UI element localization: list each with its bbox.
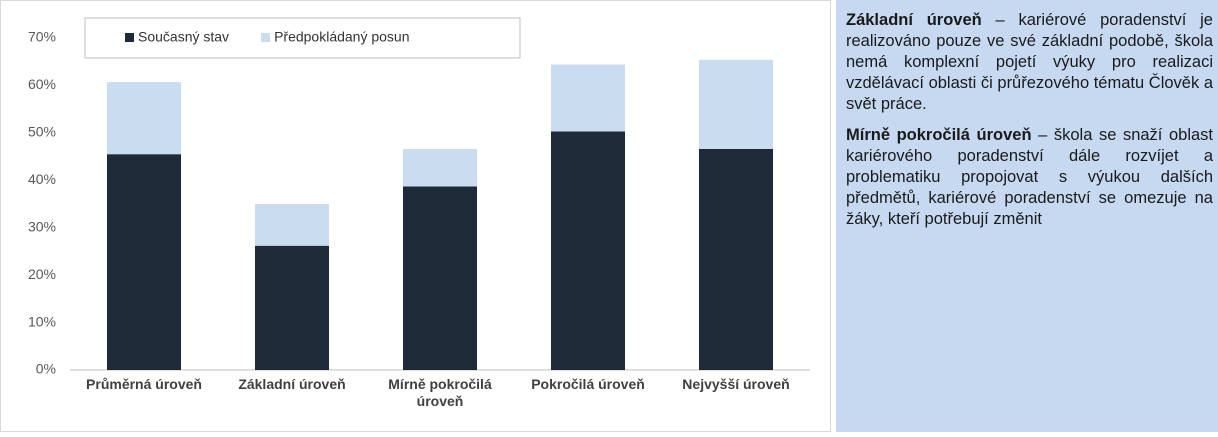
y-tick-label: 20% (28, 266, 56, 282)
sidebar: Základní úroveň – kariérové poradenství … (836, 0, 1218, 432)
bar-segment (107, 154, 181, 370)
bar-segment (551, 64, 625, 132)
y-tick-label: 10% (28, 313, 56, 329)
bar-segment (551, 131, 625, 370)
y-tick-label: 60% (28, 76, 56, 92)
legend-label: Současný stav (138, 29, 229, 45)
legend-swatch (261, 33, 271, 42)
bar-segment (403, 186, 477, 370)
bar-segment (699, 148, 773, 370)
legend-swatch (125, 33, 134, 42)
x-tick-label: Průměrná úroveň (86, 376, 202, 392)
x-tick-label: Nejvyšší úroveň (682, 376, 790, 392)
x-tick-label: Pokročilá úroveň (531, 376, 645, 392)
y-tick-label: 70% (28, 29, 56, 45)
y-tick-label: 50% (28, 124, 56, 140)
paragraph-text: – škola se snaží oblast kariérového pora… (846, 126, 1213, 228)
bar-segment (403, 148, 477, 187)
paragraph: Mírně pokročilá úroveň – škola se snaží … (846, 125, 1213, 230)
bar-segment (255, 245, 329, 370)
paragraph: Základní úroveň – kariérové poradenství … (846, 10, 1213, 115)
y-tick-label: 30% (28, 218, 56, 234)
bar-segment (107, 82, 181, 155)
chart: 0% 10% 20% 30% 40% 50% 60% 70% Současný stav Před… (0, 0, 831, 432)
legend-box (84, 17, 521, 59)
bar-segment (699, 59, 773, 149)
x-tick-label: Základní úroveň (238, 376, 346, 392)
bar-segment (255, 204, 329, 246)
paragraph-lead: Základní úroveň (846, 11, 982, 29)
y-tick-label: 0% (36, 361, 56, 377)
paragraph-text: – kariérové poradenství je realizováno p… (846, 11, 1213, 113)
paragraph-lead: Mírně pokročilá úroveň (846, 126, 1032, 144)
chart-area: 0% 10% 20% 30% 40% 50% 60% 70% Současný stav Před… (0, 0, 831, 432)
legend-label: Předpokládaný posun (274, 29, 409, 45)
x-tick-label: Mírně pokročilá úroveň (388, 376, 492, 409)
y-tick-label: 40% (28, 171, 56, 187)
